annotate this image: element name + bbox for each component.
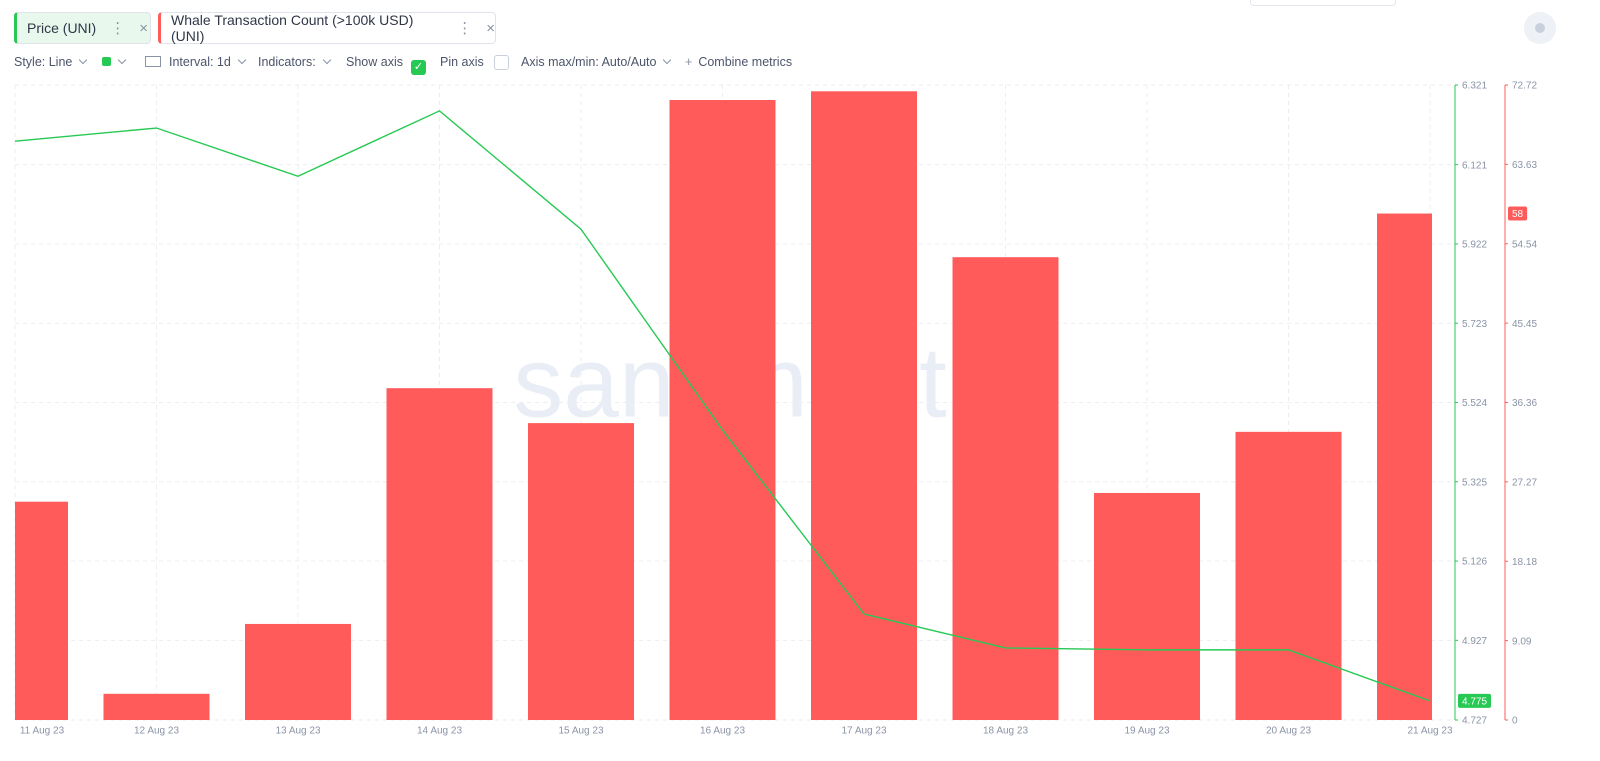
- y-tick-label: 6.121: [1462, 160, 1487, 171]
- search-box[interactable]: [1250, 0, 1396, 6]
- last-value-badge: [1458, 693, 1492, 708]
- label: Axis max/min: Auto/Auto: [521, 55, 657, 69]
- last-value-label: 4.775: [1462, 697, 1487, 708]
- close-icon[interactable]: ×: [486, 19, 495, 37]
- x-tick-label: 20 Aug 23: [1266, 726, 1311, 737]
- x-tick-label: 13 Aug 23: [275, 726, 320, 737]
- last-value-badge: [1508, 206, 1528, 221]
- y2-tick-label: 18.18: [1512, 557, 1537, 568]
- x-tick-label: 21 Aug 23: [1407, 726, 1452, 737]
- x-tick-label: 19 Aug 23: [1124, 726, 1169, 737]
- bar: [528, 423, 634, 720]
- label: Combine metrics: [698, 55, 793, 69]
- metric-name: Price (UNI): [27, 20, 97, 36]
- x-tick-label: 11 Aug 23: [20, 726, 65, 737]
- combine-button[interactable]: + Combine metrics: [685, 55, 792, 69]
- last-value-label: 58: [1512, 209, 1524, 220]
- label: Indicators:: [258, 55, 316, 69]
- y-tick-label: 5.524: [1462, 398, 1487, 409]
- color-select[interactable]: [102, 55, 127, 69]
- bar: [669, 100, 776, 721]
- y-tick-label: 5.126: [1462, 557, 1487, 568]
- x-tick-label: 16 Aug 23: [700, 726, 745, 737]
- checkbox[interactable]: [493, 55, 509, 70]
- label: Show axis: [346, 55, 403, 69]
- close-icon[interactable]: ×: [139, 19, 148, 37]
- indicators-select[interactable]: Indicators:: [258, 55, 331, 69]
- bar: [952, 257, 1059, 720]
- y2-tick-label: 63.63: [1512, 160, 1537, 171]
- bar: [386, 388, 493, 720]
- bar: [245, 623, 351, 720]
- x-tick-label: 15 Aug 23: [558, 726, 603, 737]
- y2-tick-label: 27.27: [1512, 478, 1537, 489]
- y-tick-label: 4.727: [1462, 716, 1487, 727]
- bar: [1094, 492, 1200, 720]
- y-tick-label: 5.325: [1462, 477, 1487, 488]
- y2-tick-label: 36.36: [1512, 398, 1537, 409]
- plot: [15, 91, 1432, 721]
- pin-axis-toggle[interactable]: Pin axis: [440, 55, 509, 70]
- x-tick-label: 18 Aug 23: [983, 726, 1028, 737]
- watermark: santiment: [513, 326, 947, 438]
- interval-select[interactable]: Interval: 1d: [145, 55, 247, 69]
- x-tick-label: 17 Aug 23: [841, 726, 886, 737]
- y-tick-label: 5.723: [1462, 319, 1487, 330]
- y2-tick-label: 45.45: [1512, 319, 1537, 330]
- x-tick-label: 14 Aug 23: [417, 726, 462, 737]
- show-axis-toggle[interactable]: Show axis ✓: [346, 55, 426, 75]
- bar: [811, 91, 917, 721]
- settings-button[interactable]: [1524, 12, 1556, 44]
- bar: [15, 501, 68, 720]
- metric-tab[interactable]: Whale Transaction Count (>100k USD) (UNI…: [158, 12, 496, 44]
- y-tick-label: 4.927: [1462, 636, 1487, 647]
- price-line: [15, 110, 1431, 702]
- y2-tick-label: 54.54: [1512, 239, 1537, 250]
- metric-tab[interactable]: Price (UNI) ⋮ ×: [14, 12, 151, 44]
- bar: [1377, 213, 1432, 720]
- dot: [1535, 23, 1545, 33]
- metric-name: Whale Transaction Count (>100k USD) (UNI…: [171, 12, 414, 44]
- menu-icon[interactable]: ⋮: [457, 20, 473, 37]
- label: Pin axis: [440, 55, 484, 69]
- y2-tick-label: 0: [1512, 716, 1518, 727]
- label: Interval: 1d: [169, 55, 231, 69]
- plus-icon: +: [685, 55, 693, 69]
- label: Style: Line: [14, 55, 73, 69]
- bar: [103, 693, 210, 720]
- bar: [1235, 431, 1342, 720]
- y-tick-label: 5.922: [1462, 240, 1487, 251]
- style-select[interactable]: Style: Line: [14, 55, 88, 69]
- menu-icon[interactable]: ⋮: [110, 20, 126, 37]
- color-swatch: [102, 57, 111, 66]
- x-tick-label: 12 Aug 23: [134, 726, 179, 737]
- y2-tick-label: 9.09: [1512, 636, 1532, 647]
- y2-tick-label: 72.72: [1512, 81, 1537, 92]
- y-tick-label: 6.321: [1462, 81, 1487, 92]
- axis-select[interactable]: Axis max/min: Auto/Auto: [521, 55, 672, 69]
- checkbox[interactable]: ✓: [410, 60, 426, 75]
- ruler-icon: [145, 56, 161, 67]
